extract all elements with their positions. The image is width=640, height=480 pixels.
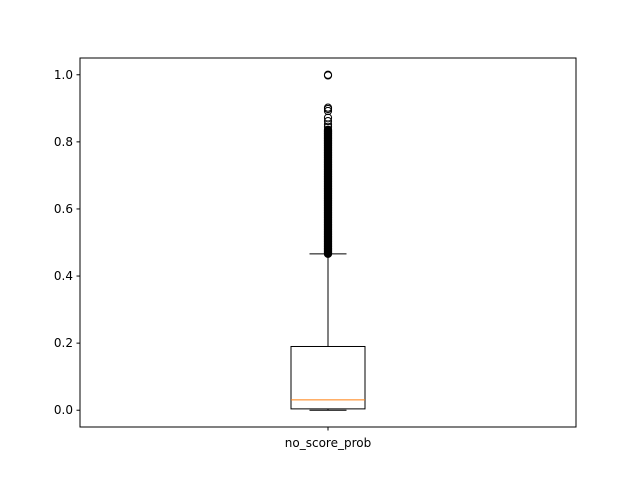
outlier-point bbox=[323, 125, 333, 134]
y-tick-label: 1.0 bbox=[54, 68, 73, 82]
plot-frame bbox=[79, 57, 577, 428]
y-tick-label: 0.6 bbox=[54, 202, 73, 216]
y-tick-label: 0.8 bbox=[54, 135, 73, 149]
outlier-point bbox=[323, 122, 333, 131]
outlier-point bbox=[323, 116, 333, 126]
y-axis: 0.0 0.2 0.4 0.6 0.8 1.0 bbox=[54, 68, 80, 417]
outlier-point bbox=[323, 103, 333, 112]
interquartile-box bbox=[290, 345, 366, 410]
y-tick-label: 0.2 bbox=[54, 336, 73, 350]
outlier-point bbox=[323, 70, 333, 79]
outlier-points bbox=[323, 70, 333, 259]
y-tick-label: 0.4 bbox=[54, 269, 73, 283]
y-tick-label: 0.0 bbox=[54, 403, 73, 417]
x-axis: no_score_prob bbox=[285, 427, 371, 450]
x-tick-label: no_score_prob bbox=[285, 436, 371, 450]
outlier-point bbox=[323, 106, 333, 116]
